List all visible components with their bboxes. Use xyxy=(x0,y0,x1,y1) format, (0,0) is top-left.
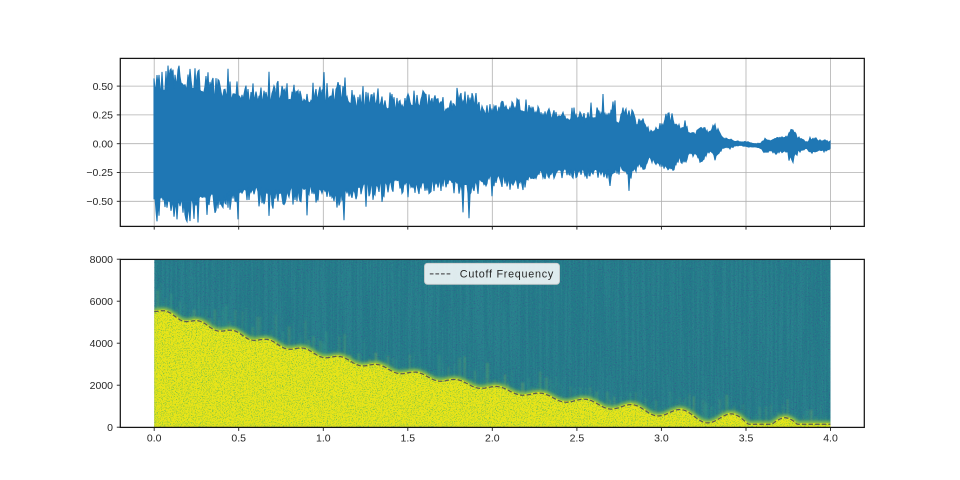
svg-text:2.5: 2.5 xyxy=(570,433,585,445)
svg-text:Cutoff Frequency: Cutoff Frequency xyxy=(460,269,554,281)
svg-text:0: 0 xyxy=(107,422,113,434)
svg-text:−0.50: −0.50 xyxy=(86,196,113,208)
svg-text:−0.25: −0.25 xyxy=(86,167,113,179)
svg-text:0.0: 0.0 xyxy=(147,433,162,445)
svg-text:3.0: 3.0 xyxy=(654,433,669,445)
svg-text:1.5: 1.5 xyxy=(400,433,415,445)
svg-text:1.0: 1.0 xyxy=(316,433,331,445)
svg-text:4000: 4000 xyxy=(90,338,114,350)
svg-text:4.0: 4.0 xyxy=(823,433,838,445)
svg-text:0.5: 0.5 xyxy=(231,433,246,445)
svg-text:0.25: 0.25 xyxy=(93,110,114,122)
svg-text:0.00: 0.00 xyxy=(93,138,114,150)
svg-text:0.50: 0.50 xyxy=(93,81,114,93)
svg-text:2.0: 2.0 xyxy=(485,433,500,445)
svg-text:6000: 6000 xyxy=(90,296,114,308)
svg-text:3.5: 3.5 xyxy=(739,433,754,445)
svg-text:2000: 2000 xyxy=(90,380,114,392)
svg-text:8000: 8000 xyxy=(90,254,114,266)
